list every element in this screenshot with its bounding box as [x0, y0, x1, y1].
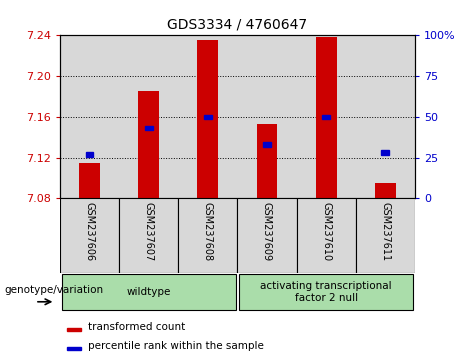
Bar: [86, 152, 94, 156]
Bar: [296, 198, 356, 273]
Bar: [62, 274, 236, 310]
Text: GSM237611: GSM237611: [380, 202, 390, 261]
Text: GSM237606: GSM237606: [84, 202, 95, 261]
Bar: [60, 198, 119, 273]
Bar: [67, 347, 81, 350]
Bar: [375, 183, 396, 198]
Text: GSM237607: GSM237607: [144, 202, 154, 261]
Bar: [138, 91, 159, 198]
Bar: [381, 150, 389, 155]
Bar: [204, 115, 212, 119]
Text: GSM237610: GSM237610: [321, 202, 331, 261]
Bar: [263, 142, 271, 147]
Bar: [316, 38, 337, 198]
Bar: [239, 274, 413, 310]
Bar: [119, 198, 178, 273]
Text: GSM237608: GSM237608: [203, 202, 213, 261]
Text: activating transcriptional
factor 2 null: activating transcriptional factor 2 null: [260, 281, 392, 303]
Bar: [145, 126, 153, 131]
Text: transformed count: transformed count: [89, 322, 186, 332]
Bar: [237, 198, 296, 273]
Bar: [322, 115, 330, 119]
Text: percentile rank within the sample: percentile rank within the sample: [89, 341, 264, 351]
Text: genotype/variation: genotype/variation: [5, 285, 104, 295]
Bar: [79, 162, 100, 198]
Bar: [178, 198, 237, 273]
Text: wildtype: wildtype: [126, 287, 171, 297]
Bar: [67, 327, 81, 331]
Text: GSM237609: GSM237609: [262, 202, 272, 261]
Bar: [356, 198, 415, 273]
Bar: [197, 40, 218, 198]
Title: GDS3334 / 4760647: GDS3334 / 4760647: [167, 17, 307, 32]
Bar: [257, 124, 278, 198]
